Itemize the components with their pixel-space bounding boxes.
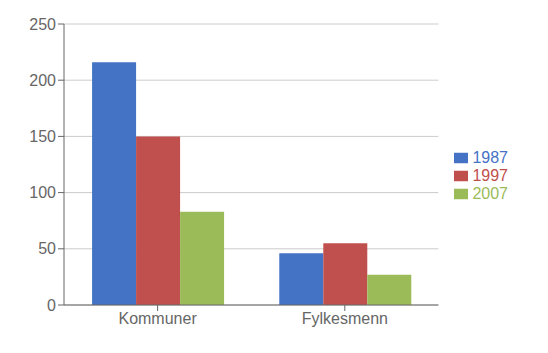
svg-text:200: 200 bbox=[29, 72, 56, 89]
svg-text:0: 0 bbox=[47, 297, 56, 314]
svg-text:150: 150 bbox=[29, 128, 56, 145]
html-text:1997: 1997 bbox=[472, 166, 508, 184]
svg-text:Fylkesmenn: Fylkesmenn bbox=[302, 310, 388, 327]
html-text:1987: 1987 bbox=[472, 148, 508, 166]
html-text:2007: 2007 bbox=[472, 184, 508, 202]
svg-text:250: 250 bbox=[29, 16, 56, 33]
svg-text:100: 100 bbox=[29, 184, 56, 201]
svg-text:Kommuner: Kommuner bbox=[118, 310, 197, 327]
svg-text:50: 50 bbox=[38, 240, 56, 257]
